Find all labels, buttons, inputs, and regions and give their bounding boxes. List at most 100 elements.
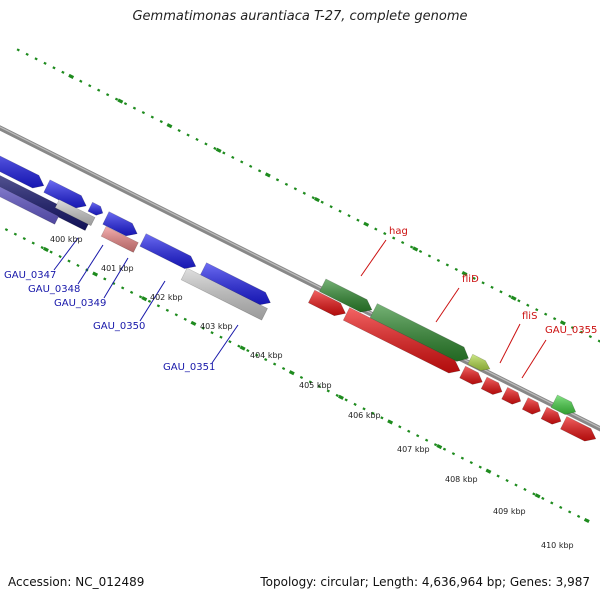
gene-arrow-shading <box>343 307 460 373</box>
dot-mark <box>392 236 396 240</box>
dot-mark <box>204 142 208 146</box>
dot-mark <box>374 227 378 231</box>
dot-mark <box>398 425 402 429</box>
dot-mark <box>257 169 262 173</box>
tick-label: 410 kbp <box>541 541 574 550</box>
dot-mark <box>499 290 503 294</box>
dot-major-mark <box>363 221 370 227</box>
dot-mark <box>147 299 152 303</box>
dot-mark <box>49 250 53 254</box>
gene-bar-shading <box>0 175 90 231</box>
dot-mark <box>362 407 366 411</box>
dot-mark <box>31 241 35 245</box>
gene-label-flid: fliD <box>462 274 479 285</box>
dot-mark <box>335 393 339 397</box>
dot-mark <box>338 209 342 213</box>
leader-line <box>360 239 387 277</box>
dot-mark <box>353 402 357 406</box>
dot-mark <box>514 483 518 487</box>
dot-mark <box>43 61 47 65</box>
dot-mark <box>174 313 178 317</box>
tick-label: 402 kbp <box>150 293 183 302</box>
gene-arrow-shading <box>308 290 346 316</box>
gene-arrow-shading <box>459 366 483 385</box>
dot-mark <box>326 389 330 393</box>
dot-mark <box>371 411 375 415</box>
dot-mark <box>25 52 29 56</box>
dot-major-mark <box>190 320 197 326</box>
leader-line <box>435 287 460 323</box>
dot-mark <box>213 146 217 151</box>
dot-mark <box>284 182 289 186</box>
dot-mark <box>177 128 181 133</box>
dot-mark <box>88 84 92 88</box>
tick-label: 408 kbp <box>445 475 478 484</box>
dot-mark <box>40 246 44 250</box>
dot-mark <box>186 133 190 137</box>
gene-arrow-shading <box>88 202 103 216</box>
dot-mark <box>195 137 199 142</box>
dot-mark <box>559 505 563 509</box>
dot-mark <box>329 205 333 209</box>
dot-major-mark <box>215 147 222 153</box>
dot-mark <box>16 48 20 52</box>
dot-mark <box>79 79 83 83</box>
gene-label-gau_0351: GAU_0351 <box>163 362 215 373</box>
dot-major-mark <box>559 320 566 326</box>
dot-track-outer <box>16 48 600 343</box>
dot-mark <box>320 200 324 204</box>
dot-mark <box>105 93 110 97</box>
dot-mark <box>123 102 128 106</box>
dot-mark <box>517 299 521 303</box>
dot-major-mark <box>141 296 148 302</box>
gene-arrow-shading <box>560 416 596 442</box>
dot-mark <box>508 294 512 298</box>
dot-mark <box>249 164 253 168</box>
dot-mark <box>380 416 384 420</box>
dot-mark <box>552 317 557 321</box>
dot-mark <box>97 88 101 92</box>
gene-label-gau_0347: GAU_0347 <box>4 270 56 281</box>
gene-arrow-shading <box>43 179 87 209</box>
gene-arrow-shading <box>481 377 502 395</box>
dot-mark <box>255 353 259 357</box>
kbp-ticks: 400 kbp 401 kbp 402 kbp 403 kbp 404 kbp 405 k… <box>50 235 574 550</box>
tick-label: 401 kbp <box>101 264 134 273</box>
dot-mark <box>114 97 119 101</box>
dot-mark <box>427 254 432 258</box>
dot-major-mark <box>485 468 492 474</box>
dot-major-mark <box>288 370 295 376</box>
dot-mark <box>505 478 509 483</box>
dot-mark <box>445 263 450 267</box>
dot-mark <box>347 214 351 218</box>
dot-mark <box>418 249 423 254</box>
dot-mark <box>67 259 71 263</box>
dot-mark <box>535 308 539 312</box>
dot-mark <box>150 115 154 119</box>
dot-mark <box>356 218 360 222</box>
genome-summary-text: Topology: circular; Length: 4,636,964 bp… <box>260 575 590 589</box>
dot-mark <box>61 70 65 74</box>
dot-mark <box>532 492 536 496</box>
gene-features <box>0 155 597 442</box>
gene-label-gau_0348: GAU_0348 <box>28 284 80 295</box>
gene-arrow-shading <box>139 233 196 269</box>
dot-mark <box>478 465 482 469</box>
gene-arrow-shading <box>200 262 271 305</box>
backbone-line <box>0 125 600 432</box>
tick-label: 405 kbp <box>299 381 332 390</box>
dot-mark <box>383 232 387 236</box>
dot-mark <box>275 178 280 182</box>
dot-mark <box>141 111 146 115</box>
gene-arrow-shading <box>541 407 561 425</box>
dot-mark <box>409 245 414 249</box>
dot-mark <box>237 344 241 348</box>
backbone <box>0 125 600 432</box>
gc-dot-tracks <box>4 48 600 524</box>
accession-text: Accession: NC_012489 <box>8 575 145 589</box>
leader-line <box>521 339 547 379</box>
leader-line <box>499 323 521 364</box>
dot-mark <box>299 375 304 380</box>
